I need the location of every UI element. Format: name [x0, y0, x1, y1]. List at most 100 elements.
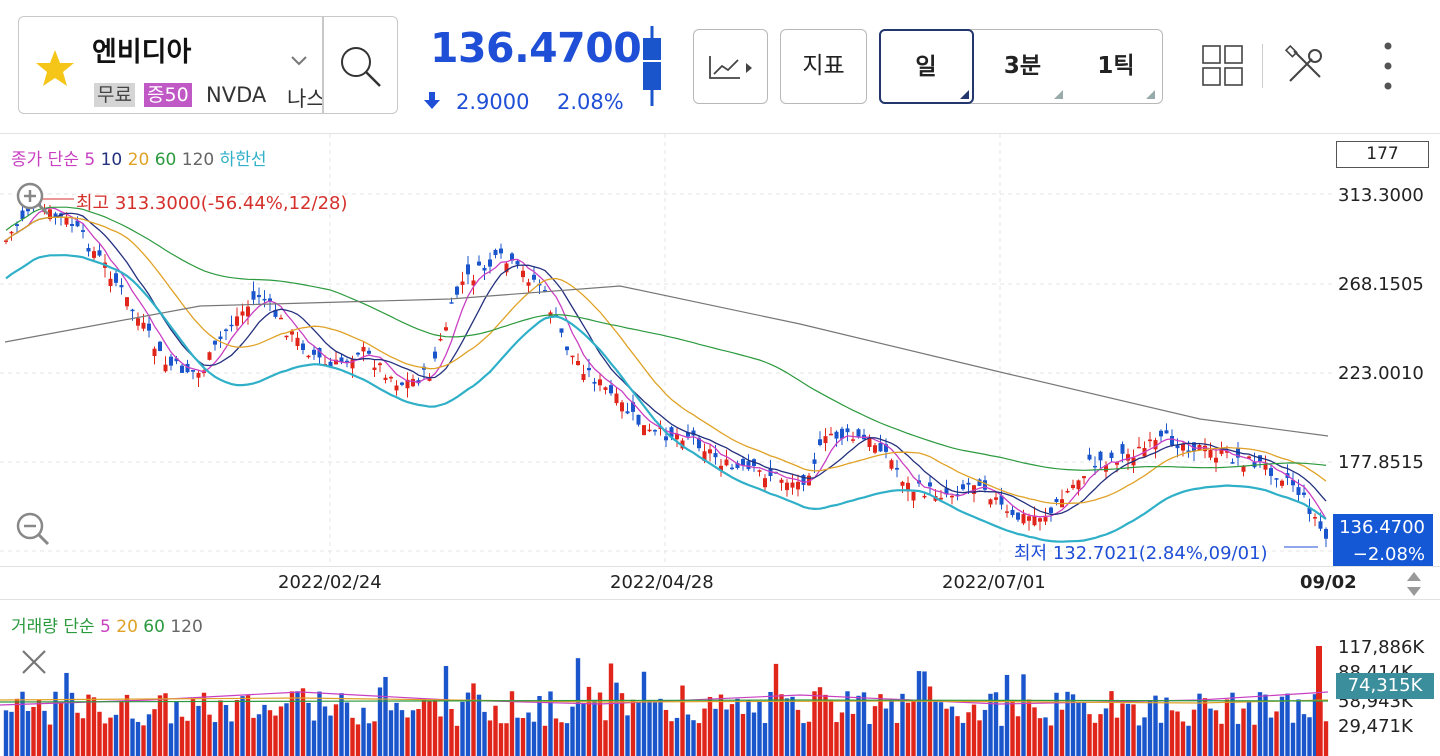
vma5-line: [0, 691, 1329, 706]
candle-body: [1076, 480, 1081, 490]
candle-body: [284, 335, 289, 338]
chart-type-button[interactable]: [693, 29, 768, 104]
volume-bar: [58, 702, 64, 756]
candle-body: [1203, 445, 1207, 452]
candle-body: [939, 497, 943, 500]
volume-bar: [311, 720, 317, 756]
volume-bar: [707, 696, 713, 756]
candle-body: [664, 436, 668, 441]
price-change: 2.9000: [456, 90, 530, 114]
candle-body: [845, 428, 850, 433]
candle-body: [64, 216, 69, 225]
candle-body: [433, 351, 437, 359]
zoom-out-icon[interactable]: [14, 510, 52, 548]
candle-body: [361, 346, 366, 352]
candle-body: [977, 479, 982, 486]
volume-bar: [234, 700, 240, 756]
candle-body: [108, 278, 113, 287]
price-chart[interactable]: [0, 134, 1336, 566]
candle-body: [119, 285, 124, 288]
candle-body: [482, 267, 487, 271]
volume-bar: [394, 702, 399, 756]
y-axis-label: 223.0010: [1338, 363, 1424, 384]
candle-body: [829, 433, 833, 436]
volume-bar: [1279, 696, 1285, 756]
volume-bar: [1246, 702, 1252, 756]
candle-body: [224, 329, 228, 332]
volume-bar: [1296, 699, 1301, 756]
volume-bar: [42, 710, 47, 756]
last-date-label: 09/02: [1300, 572, 1357, 593]
candle-body: [730, 467, 734, 470]
volume-bar: [955, 716, 960, 756]
volume-bar: [350, 717, 355, 756]
volume-bar: [102, 723, 108, 756]
candle-body: [1071, 484, 1075, 489]
grid-layout-icon[interactable]: [1202, 45, 1244, 87]
indicator-button[interactable]: 지표: [780, 29, 867, 104]
candle-body: [1104, 465, 1108, 472]
volume-bar: [691, 720, 696, 756]
candle-body: [796, 481, 800, 490]
volume-bar: [1087, 714, 1092, 756]
volume-bar: [75, 712, 80, 756]
divider: [322, 17, 324, 113]
volume-bar: [218, 700, 223, 756]
volume-bar: [586, 686, 592, 756]
corner-triangle-icon: [1146, 90, 1155, 99]
volume-bar: [894, 722, 900, 756]
volume-bar: [1103, 708, 1109, 756]
more-icon[interactable]: [1380, 40, 1396, 92]
volume-bar: [119, 700, 124, 756]
volume-chart[interactable]: [0, 600, 1336, 756]
volume-bar: [982, 709, 988, 756]
volume-bar: [295, 691, 300, 756]
volume-bar: [471, 683, 476, 756]
candle-body: [345, 360, 349, 363]
chevron-down-icon[interactable]: [289, 54, 309, 68]
volume-bar: [1263, 694, 1268, 756]
volume-bar: [410, 710, 416, 756]
ma5-line: [5, 207, 1327, 520]
period-3min-tab[interactable]: 3분: [1003, 53, 1042, 79]
volume-bar: [625, 715, 630, 756]
tools-icon[interactable]: [1284, 45, 1326, 87]
volume-bar: [537, 695, 542, 756]
ma10-label: 10: [100, 150, 123, 170]
volume-bar: [669, 721, 674, 756]
period-day-tab[interactable]: 일: [878, 28, 974, 104]
candle-body: [504, 263, 509, 273]
candle-body: [9, 231, 14, 234]
candle-body: [587, 367, 591, 371]
volume-bar: [1274, 711, 1279, 756]
zoom-in-icon[interactable]: [14, 180, 52, 218]
volume-bar: [1224, 699, 1230, 756]
candle-body: [246, 306, 250, 317]
volume-bar: [1065, 691, 1070, 756]
volume-bar: [1021, 674, 1026, 756]
volume-bar: [1285, 693, 1290, 756]
star-icon[interactable]: [34, 48, 76, 88]
volume-bar: [141, 725, 146, 756]
candle-body: [741, 459, 745, 466]
volume-bar: [575, 658, 581, 756]
close-icon[interactable]: [20, 648, 48, 676]
stock-selector[interactable]: [18, 16, 398, 114]
candle-body: [526, 282, 531, 286]
period-1tick-tab[interactable]: 1틱: [1097, 53, 1135, 79]
ma20-line: [5, 216, 1327, 505]
volume-bar: [113, 714, 119, 756]
candle-body: [614, 393, 619, 404]
volume-bar: [652, 702, 658, 756]
volume-bar: [823, 694, 828, 756]
candle-body: [631, 402, 635, 412]
candle-body: [878, 443, 883, 452]
ma120-label: 120: [181, 150, 215, 170]
candle-body: [570, 355, 575, 358]
period-count-input[interactable]: 177: [1336, 141, 1429, 168]
sort-arrows-icon[interactable]: [1405, 571, 1423, 597]
margin-badge: 증50: [144, 83, 192, 107]
search-icon[interactable]: [338, 44, 384, 90]
volume-bar: [795, 709, 801, 756]
date-label: 2022/02/24: [278, 572, 382, 593]
